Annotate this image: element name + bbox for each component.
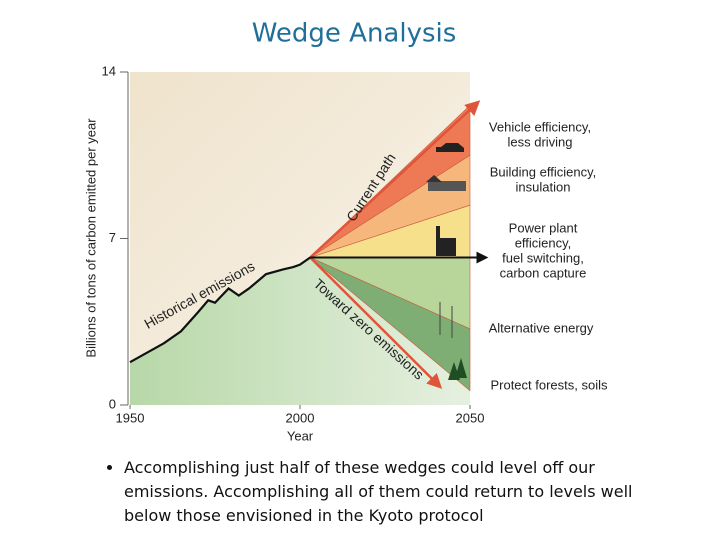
wedge-label: carbon capture (500, 265, 587, 280)
bullet: Accomplishing just half of these wedges … (124, 456, 664, 528)
y-tick-label: 14 (102, 63, 116, 78)
x-tick-label: 2000 (286, 410, 315, 425)
wedge-label: insulation (516, 179, 571, 194)
bullet-list: Accomplishing just half of these wedges … (104, 456, 664, 528)
wedge-label: Alternative energy (489, 320, 594, 335)
y-axis-label: Billions of tons of carbon emitted per y… (83, 118, 98, 358)
wedge-label: Building efficiency, (490, 164, 596, 179)
wedge (310, 257, 471, 392)
wedge-label: Protect forests, soils (490, 377, 608, 392)
y-tick-label: 7 (109, 230, 116, 245)
wedge-label: fuel switching, (502, 250, 584, 265)
wedge-label: Power plant (509, 220, 578, 235)
wedge-label: efficiency, (515, 235, 572, 250)
x-tick-label: 2050 (456, 410, 485, 425)
zero-path-arrow (309, 256, 443, 389)
wedge-label: Vehicle efficiency, (489, 119, 591, 134)
icons (426, 143, 467, 380)
historical-line (129, 256, 311, 364)
x-tick-label: 1950 (116, 410, 145, 425)
current-path-arrow (309, 100, 481, 259)
wedge-label: less driving (507, 134, 572, 149)
slide-title: Wedge Analysis (252, 19, 457, 49)
x-axis-label: Year (287, 428, 314, 443)
below-area (130, 257, 470, 405)
y-tick-label: 0 (109, 396, 116, 411)
